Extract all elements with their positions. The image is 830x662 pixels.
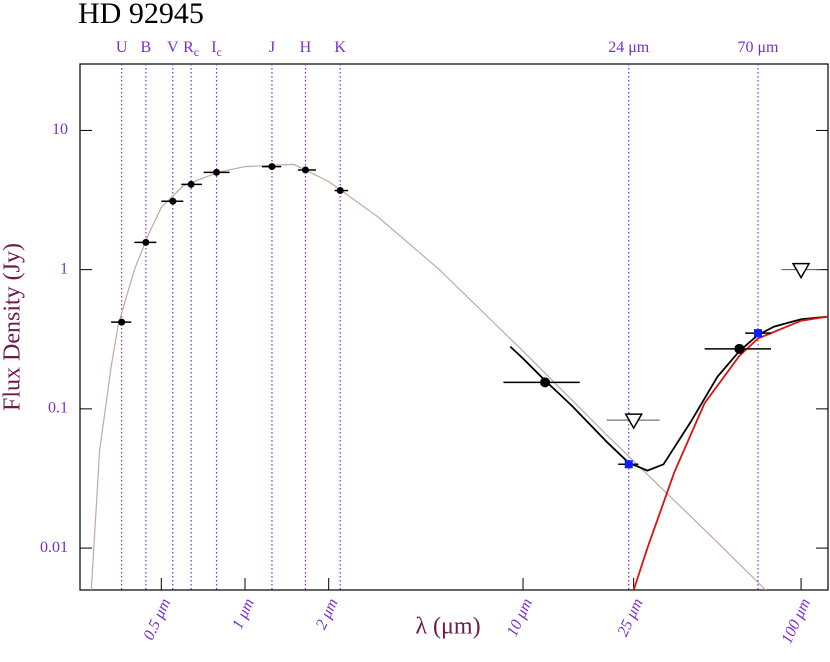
band-label: J	[269, 39, 275, 56]
band-name: V	[167, 39, 179, 56]
band-label: Ic	[211, 39, 222, 59]
data-point	[118, 318, 126, 326]
band-label: V	[167, 39, 179, 56]
data-point	[268, 163, 276, 171]
band-label: 24 μm	[608, 39, 650, 56]
band-name: K	[334, 39, 346, 56]
curves	[90, 163, 828, 590]
model-curve	[632, 315, 828, 590]
band-name: J	[269, 39, 275, 56]
y-tick-label: 0.1	[48, 400, 68, 417]
data-point	[301, 166, 309, 174]
band-name: H	[300, 39, 312, 56]
band-label: U	[116, 39, 128, 56]
x-tick-label: 1 μm	[229, 596, 258, 632]
data-point	[336, 187, 344, 195]
x-axis-label: λ (μm)	[415, 614, 480, 640]
y-tick-label: 1	[60, 260, 68, 277]
band-label: Rc	[183, 39, 199, 59]
band-name: B	[141, 39, 152, 56]
y-tick-label: 10	[52, 121, 68, 138]
model-curve	[90, 163, 767, 590]
band-name: R	[183, 39, 194, 56]
band-sub: c	[217, 45, 222, 59]
model-curve	[509, 315, 828, 472]
y-tick-label: 0.01	[40, 539, 68, 556]
x-tick-label: 25 μm	[614, 596, 646, 639]
band-name: U	[116, 39, 128, 56]
data-point	[753, 329, 762, 338]
x-tick-label: 100 μm	[778, 596, 814, 646]
data-point	[142, 238, 150, 246]
x-tick-label: 0.5 μm	[140, 596, 174, 643]
data-point	[169, 197, 177, 205]
band-label: B	[141, 39, 152, 56]
data-point	[187, 180, 195, 188]
y-axis-label: Flux Density (Jy)	[0, 243, 26, 411]
chart-title: HD 92945	[78, 0, 204, 30]
x-tick-label: 10 μm	[504, 596, 536, 639]
band-name: 24 μm	[608, 39, 650, 56]
data-point	[540, 377, 551, 388]
data-point	[734, 343, 745, 354]
data-point	[213, 168, 221, 176]
band-label: K	[334, 39, 346, 56]
data-point	[624, 460, 633, 469]
band-name: 70 μm	[737, 39, 779, 56]
plot-frame	[79, 63, 829, 591]
upper-limit	[791, 262, 811, 280]
band-name: I	[211, 39, 216, 56]
band-label: H	[300, 39, 312, 56]
upper-limit	[624, 413, 643, 430]
band-label: 70 μm	[737, 39, 779, 56]
band-sub: c	[194, 45, 199, 59]
x-tick-label: 2 μm	[313, 596, 342, 632]
